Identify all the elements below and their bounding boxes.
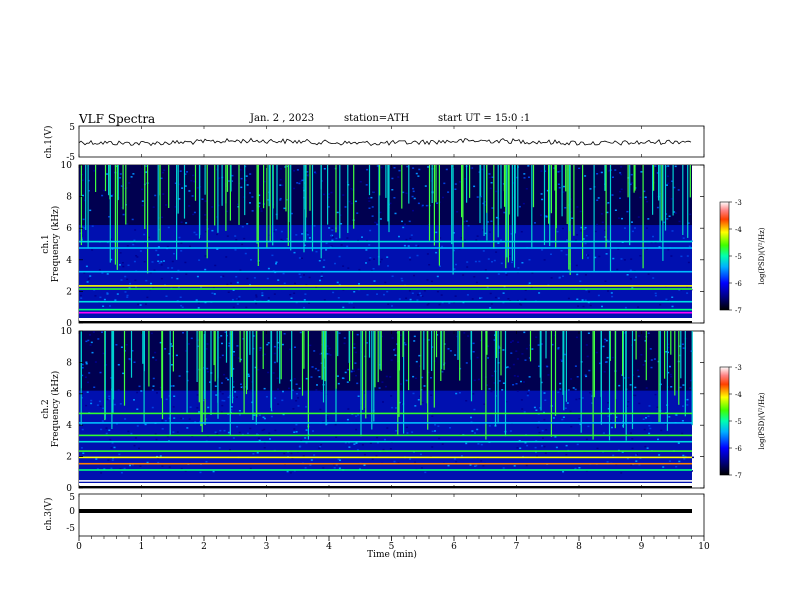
colorbar-tick-4: -7: [735, 472, 742, 480]
x-tick-label-10: 10: [698, 542, 710, 552]
ch3-ylabel: ch.3(V): [43, 498, 54, 531]
x-tick-label-3: 3: [264, 542, 270, 552]
ch1-spectrogram-panel: 0 2 4 6 8 10 ch.1 Frequency (kHz): [41, 161, 705, 329]
freq-tick-label-5: 10: [61, 327, 73, 337]
colorbar-tick-2: -5: [735, 418, 742, 426]
ch1-frequency-label: Frequency (kHz): [50, 206, 61, 283]
freq-tick-label-5: 10: [61, 161, 73, 171]
freq-tick-label-3: 6: [66, 390, 72, 400]
x-tick-label-9: 9: [639, 542, 645, 552]
ch3-ytick-0: 0: [69, 507, 75, 517]
x-tick-label-4: 4: [326, 542, 332, 552]
colorbar-tick-4: -7: [735, 307, 742, 315]
ch1-spectrogram-image: [79, 165, 693, 323]
x-tick-label-5: 5: [389, 542, 395, 552]
x-tick-label-6: 6: [451, 542, 457, 552]
x-tick-label-0: 0: [76, 542, 82, 552]
ch2-spectrogram-image: [79, 331, 694, 488]
freq-tick-label-1: 2: [66, 453, 72, 463]
colorbar-tick-1: -4: [735, 391, 742, 399]
station-label: station=ATH: [344, 113, 410, 124]
ch2-spectrogram-panel: 0 2 4 6 8 10 ch.2 Frequency (kHz): [41, 327, 705, 494]
x-tick-label-1: 1: [139, 542, 145, 552]
colorbar-tick-0: -3: [735, 364, 742, 372]
freq-tick-label-2: 4: [66, 421, 72, 431]
ch1-trace: [78, 137, 692, 147]
date-label: Jan. 2 , 2023: [250, 113, 315, 124]
freq-tick-label-4: 8: [66, 193, 72, 203]
x-tick-label-2: 2: [201, 542, 207, 552]
ch2-frequency-ticks: 0 2 4 6 8 10: [61, 327, 704, 494]
ch3-ytick-5: 5: [69, 493, 75, 503]
ch2-frequency-label: Frequency (kHz): [50, 371, 61, 448]
ch3-waveform-panel: 5 0 -5 ch.3(V): [43, 493, 705, 537]
ch1-waveform-panel: 5 -5 ch.1(V): [43, 123, 705, 163]
freq-tick-label-2: 4: [66, 256, 72, 266]
freq-tick-label-3: 6: [66, 224, 72, 234]
colorbar-tick-3: -6: [735, 280, 742, 288]
ch1-ytick-neg5: -5: [66, 153, 75, 163]
x-tick-label-8: 8: [576, 542, 582, 552]
freq-tick-label-0: 0: [66, 319, 72, 329]
ch3-ytick-neg5: -5: [66, 524, 75, 534]
x-axis-label: Time (min): [367, 549, 417, 560]
chart-title: VLF Spectra: [79, 112, 156, 126]
colorbar-tick-3: -6: [735, 445, 742, 453]
ch2-colorbar-label: log(PSD)(V²/Hz): [758, 392, 766, 449]
start-time-label: start UT = 15:0 :1: [438, 113, 531, 124]
ch1-colorbar-label: log(PSD)(V²/Hz): [758, 227, 766, 284]
ch1-ylabel: ch.1(V): [43, 126, 54, 159]
colorbar-tick-0: -3: [735, 199, 742, 207]
x-tick-label-7: 7: [514, 542, 520, 552]
colorbar-tick-2: -5: [735, 253, 742, 261]
freq-tick-label-1: 2: [66, 287, 72, 297]
ch2-channel-label: ch.2: [41, 399, 51, 418]
ch1-channel-label: ch.1: [41, 234, 51, 253]
freq-tick-label-4: 8: [66, 358, 72, 368]
freq-tick-label-0: 0: [66, 484, 72, 494]
ch1-frequency-ticks: 0 2 4 6 8 10: [61, 161, 704, 329]
colorbar-tick-1: -4: [735, 226, 742, 234]
ch1-colorbar: -3 -4 -5 -6 -7 log(PSD)(V²/Hz): [719, 199, 766, 315]
ch1-ytick-5: 5: [69, 123, 75, 133]
x-axis-ticks: 0 1 2 3 4 5 6 7 8 9 10: [76, 126, 710, 552]
ch2-colorbar: -3 -4 -5 -6 -7 log(PSD)(V²/Hz): [719, 364, 766, 480]
